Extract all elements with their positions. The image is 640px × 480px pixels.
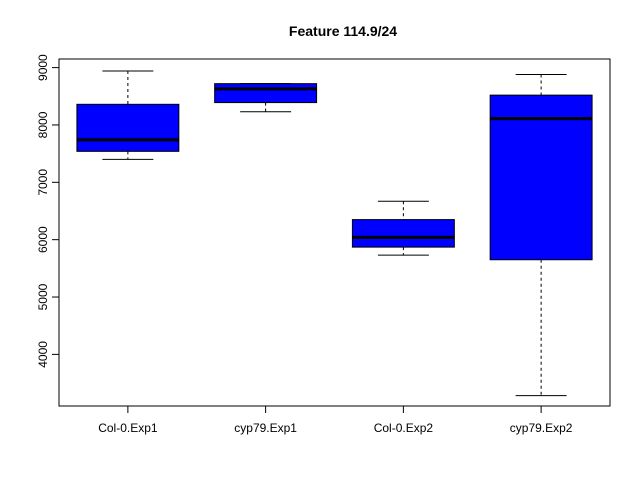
y-tick-label: 4000 (36, 341, 50, 368)
x-tick-label: cyp79.Exp2 (510, 421, 573, 435)
chart-title: Feature 114.9/24 (289, 23, 397, 39)
y-tick-label: 8000 (36, 111, 50, 138)
x-axis: Col-0.Exp1 cyp79.Exp1 Col-0.Exp2 cyp79.Exp2 (98, 405, 573, 435)
x-tick-label: Col-0.Exp1 (98, 421, 158, 435)
y-tick-label: 7000 (36, 169, 50, 196)
iqr-box (351, 219, 455, 248)
x-tick-label: cyp79.Exp1 (234, 421, 297, 435)
box-Col-0.Exp2 (351, 200, 455, 256)
iqr-box (76, 103, 180, 152)
boxes (76, 70, 593, 397)
y-tick-label: 6000 (36, 226, 50, 253)
box-cyp79.Exp1 (214, 83, 318, 113)
y-tick-label: 9000 (36, 54, 50, 81)
y-tick-label: 5000 (36, 283, 50, 310)
x-tick-label: Col-0.Exp2 (374, 421, 434, 435)
iqr-box (489, 94, 593, 261)
box-Col-0.Exp1 (76, 70, 180, 160)
box-cyp79.Exp2 (489, 73, 593, 397)
iqr-box (214, 83, 318, 104)
y-axis: 4000 5000 6000 7000 8000 9000 (36, 54, 60, 368)
